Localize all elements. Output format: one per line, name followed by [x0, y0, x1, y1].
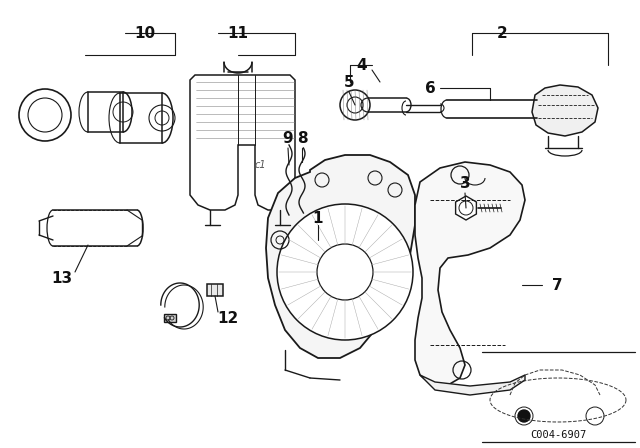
Polygon shape — [164, 314, 176, 322]
Text: 9: 9 — [283, 130, 293, 146]
Text: C004-6907: C004-6907 — [530, 430, 586, 440]
Polygon shape — [207, 284, 223, 296]
Circle shape — [518, 410, 530, 422]
Text: 10: 10 — [134, 26, 156, 40]
Text: 2: 2 — [497, 26, 508, 40]
Polygon shape — [532, 85, 598, 136]
Polygon shape — [420, 375, 525, 395]
Text: 12: 12 — [218, 310, 239, 326]
Text: 11: 11 — [227, 26, 248, 40]
Text: c1: c1 — [254, 160, 266, 170]
Polygon shape — [266, 155, 415, 358]
Circle shape — [277, 204, 413, 340]
Polygon shape — [190, 75, 295, 210]
Text: 6: 6 — [424, 81, 435, 95]
Text: 8: 8 — [297, 130, 307, 146]
Text: 7: 7 — [552, 277, 563, 293]
Text: 4: 4 — [356, 57, 367, 73]
Text: 1: 1 — [313, 211, 323, 225]
Text: 5: 5 — [344, 74, 355, 90]
Polygon shape — [415, 162, 525, 385]
Polygon shape — [456, 196, 476, 220]
Text: 3: 3 — [460, 176, 470, 190]
Circle shape — [317, 244, 373, 300]
Text: 13: 13 — [51, 271, 72, 285]
